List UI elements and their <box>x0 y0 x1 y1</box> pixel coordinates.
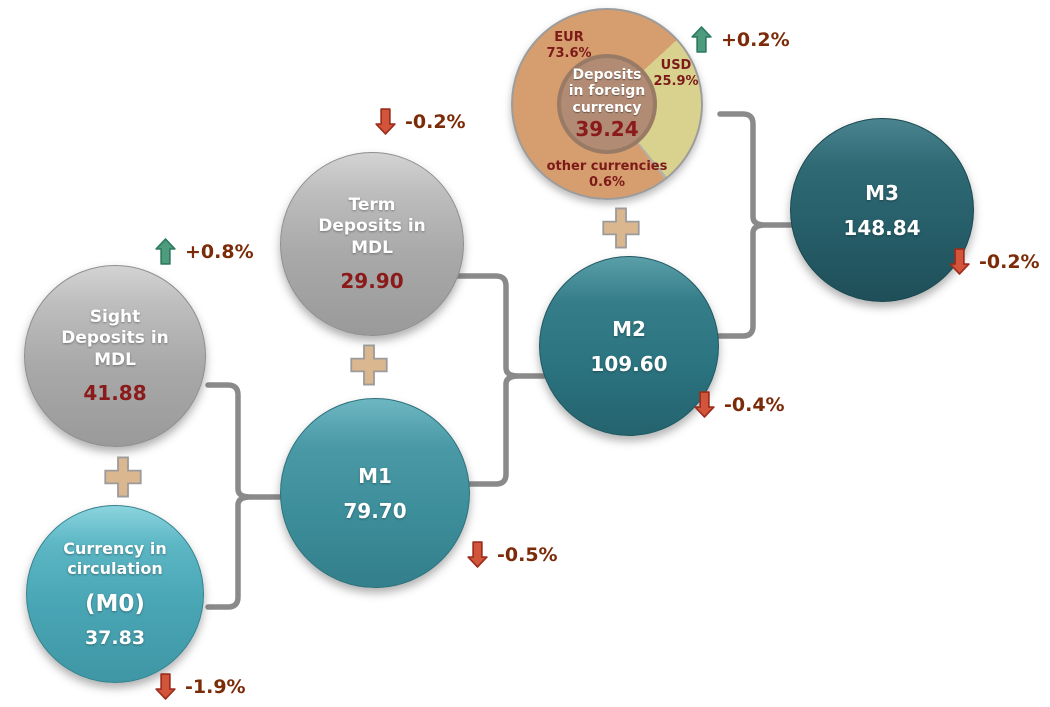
change-value: +0.2% <box>721 28 790 51</box>
change-value: -0.2% <box>979 250 1040 273</box>
slice-name: USD <box>660 58 692 73</box>
slice-name: other currencies <box>546 159 668 174</box>
node-m3: M3 148.84 <box>790 118 974 302</box>
node-label: Currency in circulation <box>63 539 167 578</box>
node-label: Sight Deposits in MDL <box>61 307 169 370</box>
node-value: 148.84 <box>843 215 921 240</box>
slice-pct: 0.6% <box>588 174 626 190</box>
node-currency-in-circulation-m0: Currency in circulation (M0) 37.83 <box>26 505 204 683</box>
decrease-arrow-icon <box>694 391 715 418</box>
node-code: (M0) <box>85 591 145 617</box>
brace-term-m1-to-m2 <box>455 273 547 487</box>
brace-foreign-m2-to-m3 <box>713 111 796 339</box>
node-value: 79.70 <box>343 498 407 523</box>
plus-icon <box>602 207 640 249</box>
pie-disc <box>511 8 703 200</box>
pie-center: Deposits in foreign currency 39.24 <box>557 54 657 154</box>
node-value: 29.90 <box>340 268 404 293</box>
node-label: M1 <box>358 463 392 488</box>
decrease-arrow-icon <box>467 541 488 568</box>
node-m1: M1 79.70 <box>280 398 470 588</box>
change-badge-m0: -1.9% <box>155 673 246 700</box>
change-badge-m1: -0.5% <box>467 541 558 568</box>
node-value: 41.88 <box>83 380 147 405</box>
decrease-arrow-icon <box>375 108 396 135</box>
plus-icon <box>104 456 142 498</box>
change-value: -0.2% <box>405 110 466 133</box>
node-label: Term Deposits in MDL <box>318 195 426 258</box>
change-value: -0.4% <box>724 393 785 416</box>
pie-center-title: Deposits in foreign currency <box>568 66 646 116</box>
change-badge-term: -0.2% <box>375 108 466 135</box>
node-value: 37.83 <box>84 627 146 649</box>
pie-center-value: 39.24 <box>575 117 639 142</box>
node-value: 109.60 <box>590 351 668 376</box>
pie-slice-label-usd: USD 25.9% <box>639 58 713 89</box>
change-badge-foreign: +0.2% <box>691 26 790 53</box>
node-label: M2 <box>612 316 646 341</box>
slice-name: EUR <box>554 30 584 45</box>
node-m2: M2 109.60 <box>539 256 719 436</box>
increase-arrow-icon <box>155 238 176 265</box>
pie-slice-label-eur: EUR 73.6% <box>527 30 611 61</box>
foreign-currency-pie-chart: Deposits in foreign currency 39.24 EUR 7… <box>511 8 703 200</box>
change-value: -1.9% <box>185 675 246 698</box>
pie-slice-label-other: other currencies 0.6% <box>537 159 677 190</box>
decrease-arrow-icon <box>155 673 176 700</box>
change-badge-sight: +0.8% <box>155 238 254 265</box>
node-term-deposits: Term Deposits in MDL 29.90 <box>280 152 464 336</box>
change-value: -0.5% <box>497 543 558 566</box>
slice-pct: 25.9% <box>653 73 699 89</box>
node-sight-deposits: Sight Deposits in MDL 41.88 <box>24 265 206 447</box>
plus-icon <box>350 344 388 386</box>
slice-pct: 73.6% <box>546 45 592 61</box>
increase-arrow-icon <box>691 26 712 53</box>
change-value: +0.8% <box>185 240 254 263</box>
change-badge-m3: -0.2% <box>949 248 1040 275</box>
change-badge-m2: -0.4% <box>694 391 785 418</box>
decrease-arrow-icon <box>949 248 970 275</box>
node-label: M3 <box>865 180 899 205</box>
brace-sight-m0-to-m1 <box>205 382 286 610</box>
